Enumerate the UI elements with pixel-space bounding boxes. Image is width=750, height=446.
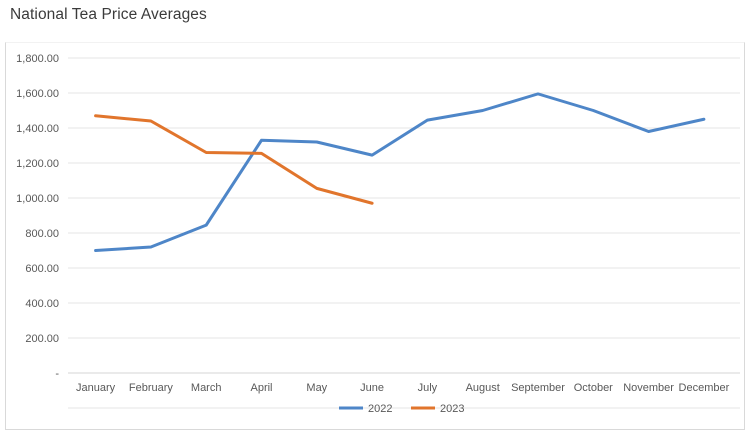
tea-price-line-chart: 1,800.00 1,600.00 1,400.00 1,200.00 1,000.00…: [16, 53, 740, 415]
y-tick-label: 600.00: [25, 263, 59, 275]
y-tick-label: 1,400.00: [16, 123, 59, 135]
y-tick-label: 1,800.00: [16, 53, 59, 65]
chart-frame: 1,800.00 1,600.00 1,400.00 1,200.00 1,000.00…: [5, 42, 745, 430]
x-tick-label: January: [76, 382, 116, 394]
legend-label-2022: 2022: [368, 403, 392, 415]
x-tick-label: November: [623, 382, 674, 394]
y-tick-label: 1,200.00: [16, 158, 59, 170]
x-tick-label: March: [191, 382, 222, 394]
x-tick-label: August: [466, 382, 500, 394]
y-tick-label: 200.00: [25, 333, 59, 345]
x-tick-label: December: [679, 382, 730, 394]
x-tick-label: June: [360, 382, 384, 394]
y-tick-label: 1,000.00: [16, 193, 59, 205]
y-tick-label: 400.00: [25, 298, 59, 310]
y-tick-label: 1,600.00: [16, 88, 59, 100]
x-tick-label: July: [418, 382, 438, 394]
x-tick-label: February: [129, 382, 174, 394]
legend-label-2023: 2023: [440, 403, 464, 415]
y-tick-label: -: [55, 368, 59, 380]
series-line-2023: [94, 114, 374, 205]
x-tick-label: October: [574, 382, 613, 394]
y-tick-label: 800.00: [25, 228, 59, 240]
x-tick-label: April: [250, 382, 272, 394]
chart-title: National Tea Price Averages: [10, 6, 207, 23]
x-tick-label: September: [511, 382, 565, 394]
series-line-2022: [94, 92, 706, 252]
x-tick-label: May: [306, 382, 327, 394]
